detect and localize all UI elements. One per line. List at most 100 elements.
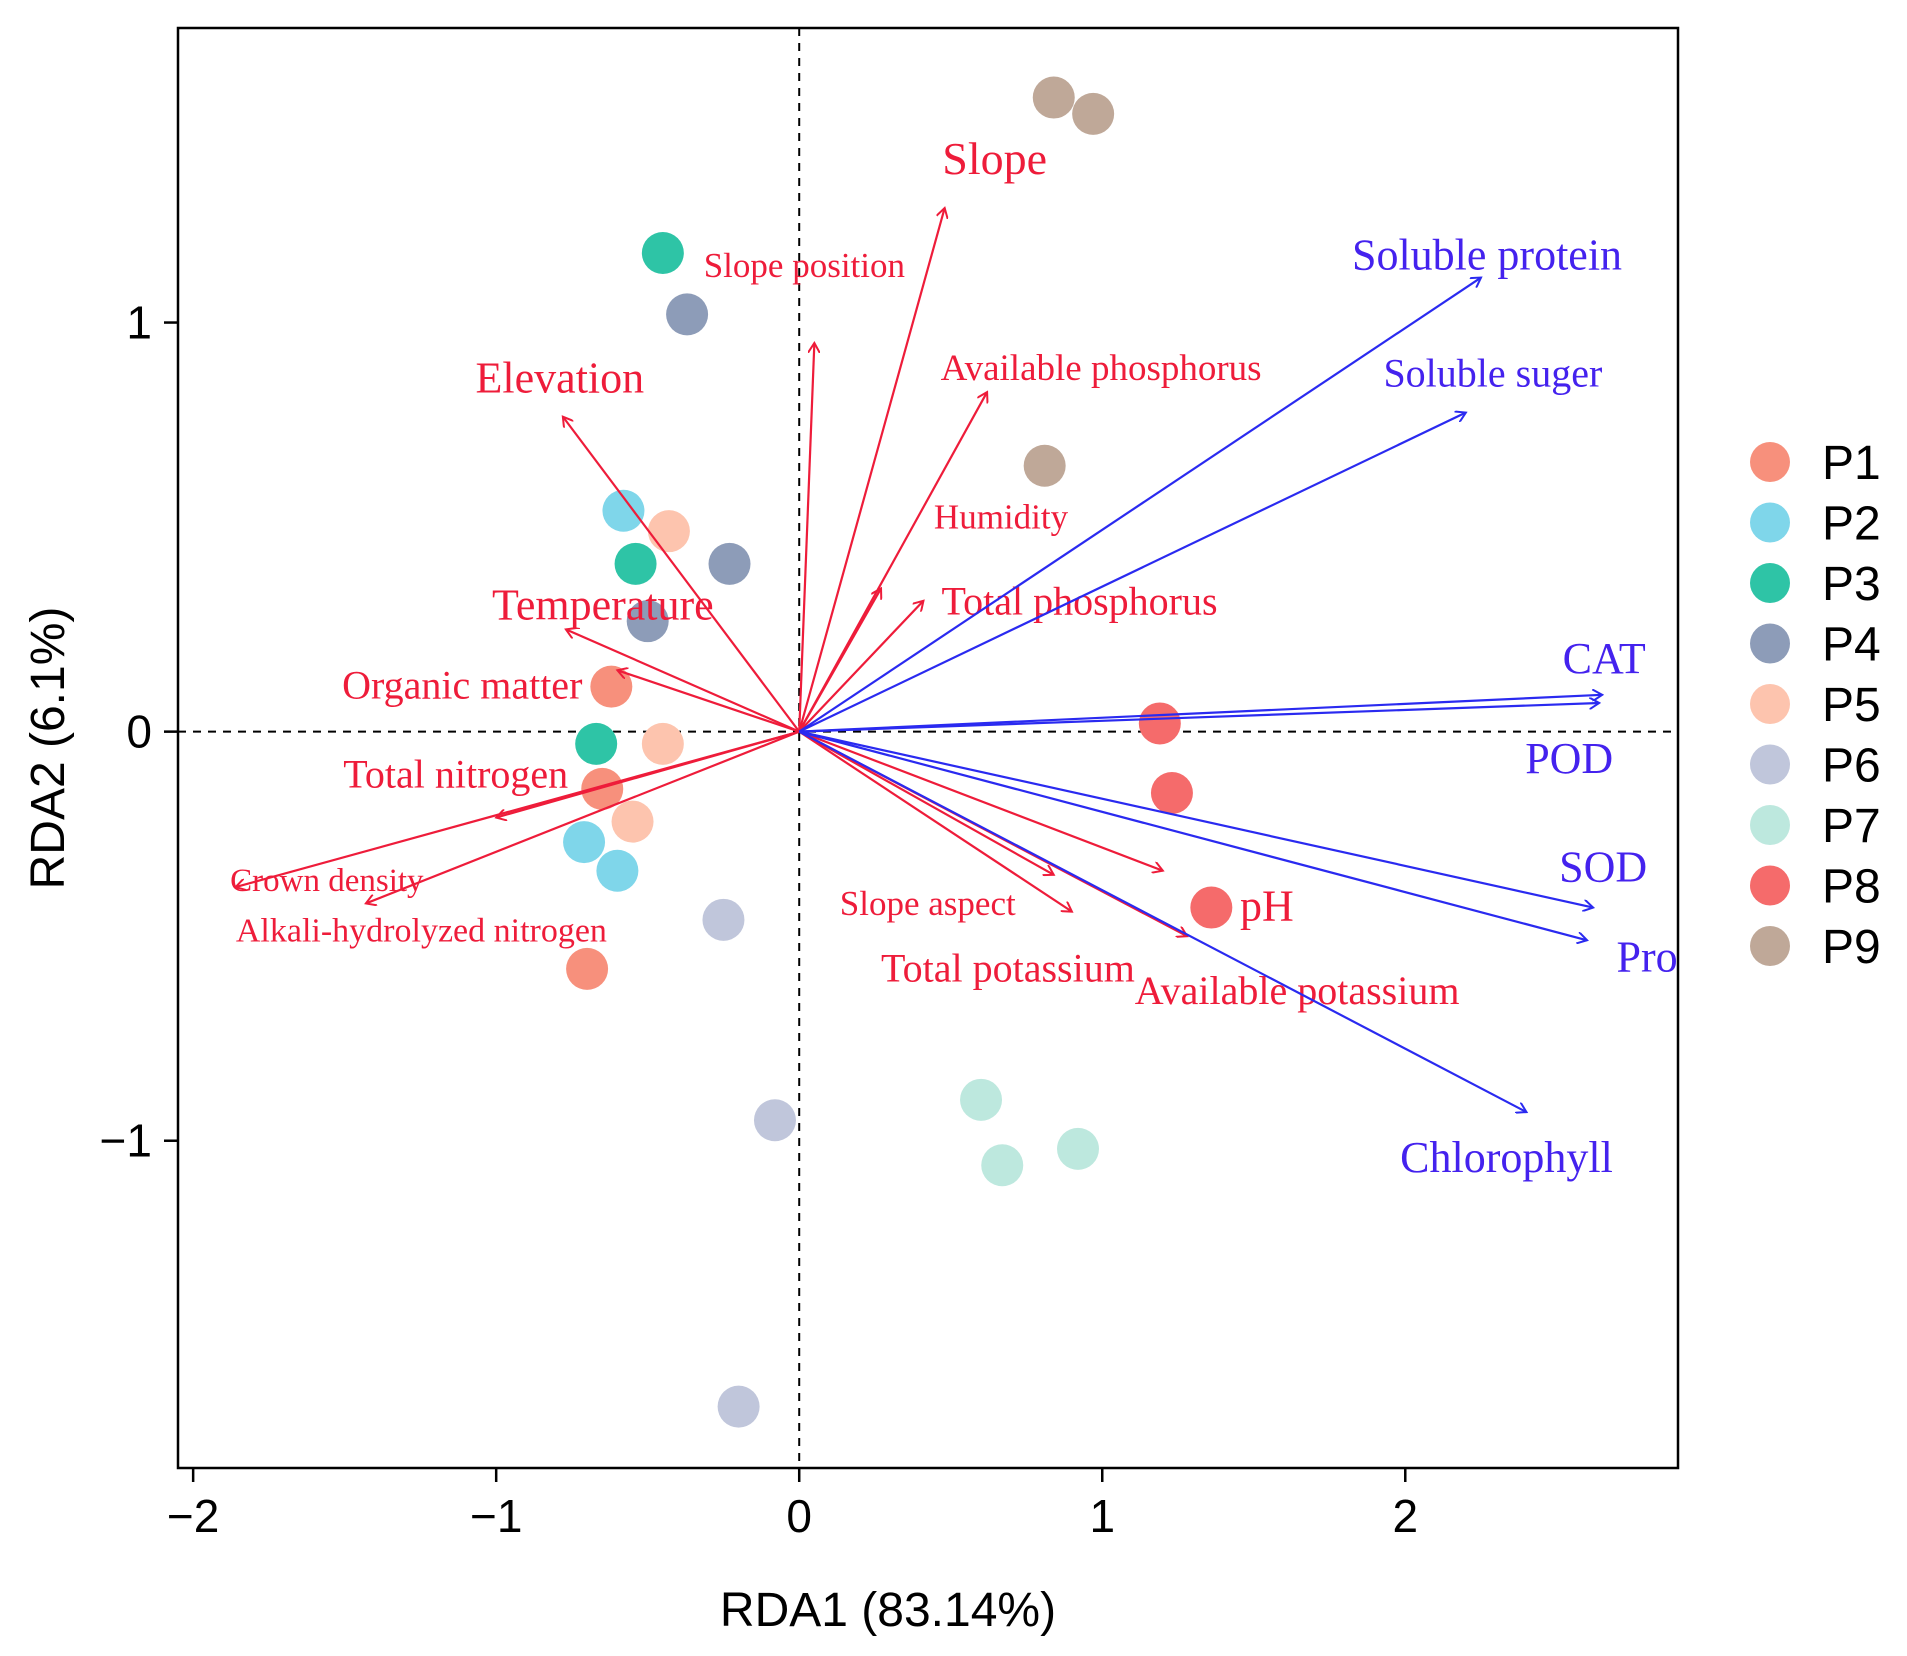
resp-arrow-cat [799, 695, 1602, 733]
legend-label-p5: P5 [1822, 679, 1881, 732]
point-p2 [563, 821, 606, 864]
legend-label-p3: P3 [1822, 558, 1881, 611]
env-label-alkali-hydrolyzed-nitrogen: Alkali-hydrolyzed nitrogen [236, 912, 607, 949]
resp-label-soluble-suger: Soluble suger [1383, 351, 1602, 396]
legend-label-p8: P8 [1822, 861, 1881, 914]
env-arrow-total-phosphorus [798, 601, 923, 733]
env-label-available-potassium: Available potassium [1135, 968, 1460, 1013]
legend-swatch-p6 [1750, 744, 1790, 785]
env-label-crown-density: Crown density [230, 863, 424, 899]
resp-label-pro: Pro [1617, 932, 1678, 981]
legend-swatch-p9 [1750, 926, 1790, 966]
x-tick-label: 1 [1089, 1490, 1115, 1542]
legend-swatch-p3 [1750, 563, 1790, 603]
env-arrow-organic-matter [617, 670, 800, 733]
resp-label-sod: SOD [1559, 843, 1647, 892]
x-tick-label: −1 [470, 1490, 522, 1542]
point-p3 [614, 542, 657, 585]
point-p5 [611, 800, 654, 843]
point-p8 [1190, 886, 1233, 929]
legend-swatch-p7 [1750, 805, 1790, 845]
legend-label-p1: P1 [1822, 437, 1881, 490]
env-arrow-slope-aspect [798, 730, 1054, 875]
legend-label-p6: P6 [1822, 740, 1881, 793]
point-p7 [1057, 1127, 1099, 1170]
point-p3 [575, 722, 618, 765]
plot-frame [176, 26, 1680, 1470]
resp-arrow-soluble-protein [798, 278, 1481, 733]
env-label-available-phosphorus: Available phosphorus [941, 348, 1262, 389]
resp-label-pod: POD [1525, 734, 1613, 783]
env-label-total-phosphorus: Total phosphorus [941, 579, 1217, 624]
resp-arrow-sod [798, 730, 1593, 908]
resp-arrow-soluble-suger [798, 413, 1466, 733]
point-p2 [602, 489, 645, 532]
resp-label-soluble-protein: Soluble protein [1352, 231, 1622, 280]
point-p9 [1072, 92, 1115, 135]
y-axis-title: RDA2 (6.1%) [22, 607, 75, 890]
resp-arrow-pod [799, 703, 1599, 733]
env-arrow-slope-position [798, 343, 814, 732]
y-tick-label: −1 [100, 1115, 152, 1167]
point-p6 [717, 1385, 760, 1428]
point-p9 [1023, 444, 1066, 487]
legend-label-p2: P2 [1822, 498, 1881, 551]
point-p1 [566, 947, 609, 990]
point-p4 [666, 293, 709, 336]
legend-swatch-p5 [1750, 684, 1790, 724]
x-tick-label: −2 [167, 1490, 219, 1542]
y-tick-label: 1 [126, 297, 152, 349]
x-axis-title: RDA1 (83.14%) [720, 1584, 1056, 1637]
resp-label-chlorophyll: Chlorophyll [1400, 1133, 1613, 1182]
env-label-slope: Slope [942, 133, 1047, 184]
point-p1 [590, 665, 633, 708]
reference-lines [178, 28, 1678, 1468]
y-axis: −1 0 1 RDA2 (6.1%) [22, 297, 178, 1167]
env-arrow-total-potassium [798, 730, 1072, 912]
point-p6 [753, 1099, 796, 1142]
env-arrow-slope [798, 208, 944, 732]
env-label-ph: pH [1240, 882, 1294, 931]
legend-swatch-p2 [1750, 502, 1790, 543]
legend-swatch-p1 [1750, 442, 1790, 482]
point-p7 [960, 1078, 1003, 1121]
point-p4 [626, 600, 669, 643]
resp-arrow-pro [798, 730, 1587, 941]
environmental-vectors: Slope Slope position Available phosphorus E… [230, 133, 1459, 1013]
env-label-total-nitrogen: Total nitrogen [343, 752, 568, 797]
sample-points [563, 76, 1233, 1428]
env-label-elevation: Elevation [476, 354, 645, 403]
env-arrow-humidity [798, 588, 881, 733]
env-label-humidity: Humidity [934, 497, 1069, 536]
point-p6 [702, 898, 745, 941]
env-arrow-ph [798, 730, 1163, 871]
point-p2 [596, 849, 639, 892]
point-p5 [641, 722, 684, 765]
env-arrow-alkali-hydrolyzed-nitrogen [366, 730, 800, 904]
legend-label-p4: P4 [1822, 619, 1881, 672]
point-p5 [647, 510, 690, 553]
x-tick-label: 0 [786, 1490, 812, 1542]
y-tick-label: 0 [126, 706, 152, 758]
legend-label-p7: P7 [1822, 800, 1881, 853]
point-p9 [1032, 76, 1075, 119]
env-label-slope-position: Slope position [704, 246, 905, 285]
env-label-slope-aspect: Slope aspect [840, 884, 1016, 923]
resp-label-cat: CAT [1563, 634, 1646, 683]
point-p8 [1138, 702, 1181, 745]
x-tick-label: 2 [1392, 1490, 1418, 1542]
legend-swatch-p4 [1750, 623, 1790, 664]
resp-arrow-chlorophyll [798, 730, 1526, 1112]
legend: P1 P2 P3 P4 P5 P6 P7 P8 P9 [1750, 437, 1881, 974]
env-arrow-crown-density [236, 730, 800, 887]
env-label-total-potassium: Total potassium [881, 946, 1135, 991]
response-vectors: Soluble protein Soluble suger CAT POD SOD Pro… [798, 231, 1678, 1182]
point-p7 [981, 1144, 1024, 1187]
point-p4 [708, 542, 751, 585]
env-label-organic-matter: Organic matter [342, 662, 582, 707]
env-arrow-temperature [566, 629, 800, 733]
env-arrow-elevation [563, 417, 801, 733]
point-p1 [581, 767, 624, 810]
x-axis: −2 −1 0 1 2 RDA1 (83.14%) [167, 1468, 1418, 1637]
